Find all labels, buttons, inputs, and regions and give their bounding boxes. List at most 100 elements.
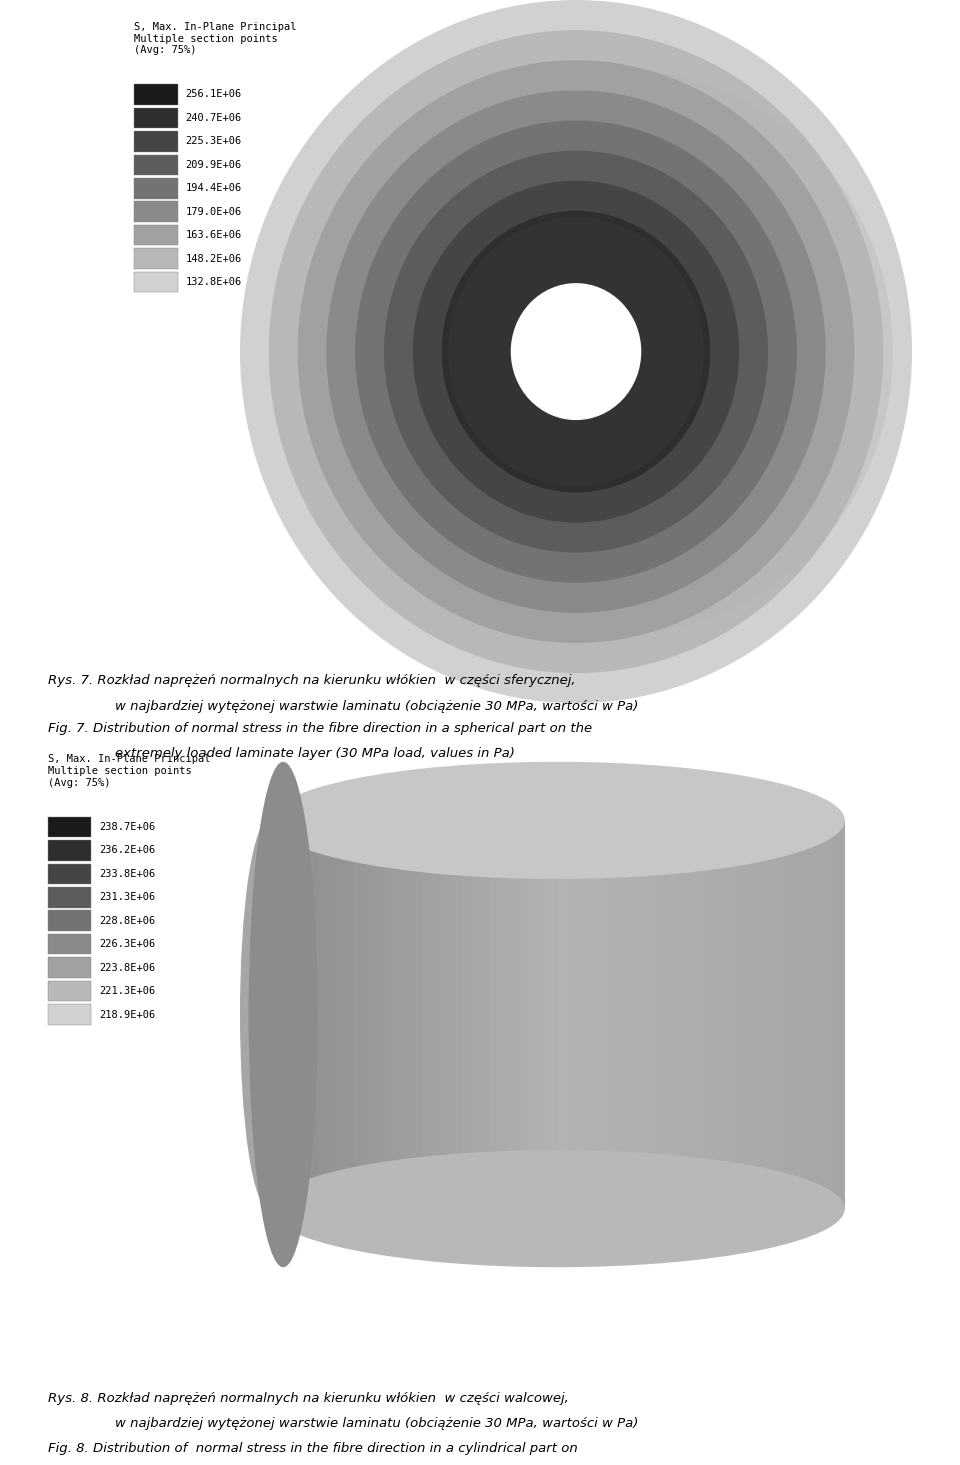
FancyBboxPatch shape bbox=[48, 864, 91, 885]
FancyBboxPatch shape bbox=[48, 958, 91, 979]
Bar bbox=[816, 820, 826, 1209]
Text: Fig. 7. Distribution of normal stress in the fibre direction in a spherical part: Fig. 7. Distribution of normal stress in… bbox=[48, 722, 592, 734]
Text: 236.2E+06: 236.2E+06 bbox=[99, 845, 156, 856]
Text: 231.3E+06: 231.3E+06 bbox=[99, 892, 156, 902]
Text: 238.7E+06: 238.7E+06 bbox=[99, 822, 156, 832]
FancyBboxPatch shape bbox=[48, 935, 91, 955]
Bar bbox=[797, 820, 806, 1209]
Ellipse shape bbox=[249, 762, 318, 1267]
Ellipse shape bbox=[511, 283, 641, 420]
Ellipse shape bbox=[448, 217, 704, 486]
Bar bbox=[720, 820, 730, 1209]
FancyBboxPatch shape bbox=[48, 982, 91, 1002]
FancyBboxPatch shape bbox=[48, 886, 91, 907]
Text: 209.9E+06: 209.9E+06 bbox=[185, 160, 242, 170]
Bar bbox=[566, 820, 576, 1209]
Ellipse shape bbox=[470, 240, 682, 463]
Bar bbox=[384, 820, 394, 1209]
Bar bbox=[730, 820, 739, 1209]
Ellipse shape bbox=[326, 91, 826, 612]
Bar bbox=[624, 820, 634, 1209]
Bar bbox=[662, 820, 672, 1209]
Bar bbox=[326, 820, 336, 1209]
Bar bbox=[701, 820, 710, 1209]
Bar bbox=[710, 820, 720, 1209]
Text: 256.1E+06: 256.1E+06 bbox=[185, 89, 242, 100]
Text: 221.3E+06: 221.3E+06 bbox=[99, 986, 156, 996]
Bar bbox=[758, 820, 768, 1209]
Text: 163.6E+06: 163.6E+06 bbox=[185, 230, 242, 240]
Text: Rys. 7. Rozkład naprężeń normalnych na kierunku włókien  w części sferycznej,: Rys. 7. Rozkład naprężeń normalnych na k… bbox=[48, 674, 576, 687]
FancyBboxPatch shape bbox=[134, 226, 178, 245]
Bar bbox=[653, 820, 662, 1209]
Bar bbox=[634, 820, 643, 1209]
FancyBboxPatch shape bbox=[48, 1005, 91, 1026]
Bar bbox=[826, 820, 835, 1209]
Bar bbox=[374, 820, 384, 1209]
Bar bbox=[787, 820, 797, 1209]
Bar bbox=[835, 820, 845, 1209]
Ellipse shape bbox=[458, 229, 694, 475]
Bar bbox=[394, 820, 403, 1209]
Ellipse shape bbox=[413, 180, 739, 523]
Bar bbox=[413, 820, 422, 1209]
Text: 179.0E+06: 179.0E+06 bbox=[185, 207, 242, 217]
Bar bbox=[806, 820, 816, 1209]
Bar bbox=[336, 820, 346, 1209]
Ellipse shape bbox=[442, 211, 710, 492]
Bar bbox=[605, 820, 614, 1209]
Ellipse shape bbox=[489, 261, 663, 442]
Bar bbox=[307, 820, 317, 1209]
Text: S, Max. In-Plane Principal
Multiple section points
(Avg: 75%): S, Max. In-Plane Principal Multiple sect… bbox=[134, 22, 297, 56]
Bar bbox=[278, 820, 288, 1209]
Bar bbox=[317, 820, 326, 1209]
FancyBboxPatch shape bbox=[134, 272, 178, 292]
Bar bbox=[480, 820, 490, 1209]
Bar bbox=[499, 820, 509, 1209]
Bar bbox=[355, 820, 365, 1209]
Text: 218.9E+06: 218.9E+06 bbox=[99, 1009, 156, 1020]
Text: extremely loaded laminate layer (30 MPa load, values in Pa): extremely loaded laminate layer (30 MPa … bbox=[115, 747, 516, 760]
Ellipse shape bbox=[269, 1150, 845, 1267]
Text: 132.8E+06: 132.8E+06 bbox=[185, 277, 242, 287]
Bar bbox=[403, 820, 413, 1209]
Bar bbox=[518, 820, 528, 1209]
Bar bbox=[346, 820, 355, 1209]
Ellipse shape bbox=[355, 70, 893, 633]
Bar bbox=[509, 820, 518, 1209]
Bar bbox=[442, 820, 451, 1209]
Ellipse shape bbox=[298, 60, 854, 643]
FancyBboxPatch shape bbox=[134, 201, 178, 221]
FancyBboxPatch shape bbox=[48, 841, 91, 861]
Text: w najbardziej wytężonej warstwie laminatu (obciążenie 30 MPa, wartości w Pa): w najbardziej wytężonej warstwie laminat… bbox=[115, 1418, 638, 1430]
FancyBboxPatch shape bbox=[134, 132, 178, 152]
Text: 233.8E+06: 233.8E+06 bbox=[99, 869, 156, 879]
Text: 226.3E+06: 226.3E+06 bbox=[99, 939, 156, 949]
Bar bbox=[470, 820, 480, 1209]
Bar bbox=[749, 820, 758, 1209]
Ellipse shape bbox=[240, 820, 298, 1209]
Bar bbox=[586, 820, 595, 1209]
Ellipse shape bbox=[269, 31, 883, 672]
FancyBboxPatch shape bbox=[134, 84, 178, 105]
Bar bbox=[528, 820, 538, 1209]
Text: 223.8E+06: 223.8E+06 bbox=[99, 963, 156, 973]
Ellipse shape bbox=[468, 239, 684, 464]
Bar bbox=[269, 820, 278, 1209]
Bar bbox=[490, 820, 499, 1209]
Text: S, Max. In-Plane Principal
Multiple section points
(Avg: 75%): S, Max. In-Plane Principal Multiple sect… bbox=[48, 754, 210, 788]
Text: Fig. 8. Distribution of  normal stress in the fibre direction in a cylindrical p: Fig. 8. Distribution of normal stress in… bbox=[48, 1442, 578, 1455]
Bar bbox=[691, 820, 701, 1209]
Text: Rys. 8. Rozkład naprężeń normalnych na kierunku włókien  w części walcowej,: Rys. 8. Rozkład naprężeń normalnych na k… bbox=[48, 1392, 569, 1405]
Bar bbox=[547, 820, 557, 1209]
Bar bbox=[451, 820, 461, 1209]
Bar bbox=[298, 820, 307, 1209]
Ellipse shape bbox=[355, 120, 797, 583]
Bar bbox=[288, 820, 298, 1209]
Bar bbox=[595, 820, 605, 1209]
Bar bbox=[643, 820, 653, 1209]
FancyBboxPatch shape bbox=[48, 910, 91, 932]
Bar bbox=[768, 820, 778, 1209]
Bar bbox=[432, 820, 442, 1209]
Text: 228.8E+06: 228.8E+06 bbox=[99, 916, 156, 926]
